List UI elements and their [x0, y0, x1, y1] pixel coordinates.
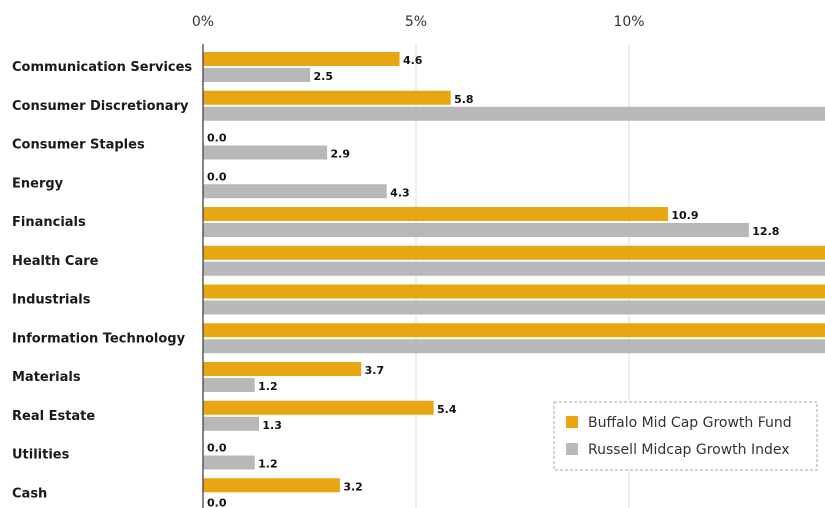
fund-bar: [203, 90, 451, 105]
legend-label: Buffalo Mid Cap Growth Fund: [588, 415, 792, 431]
legend-label: Russell Midcap Growth Index: [588, 442, 790, 458]
fund-value-label: 0.0: [207, 170, 227, 183]
fund-value-label: 10.9: [671, 209, 698, 222]
category-label: Cash: [12, 486, 47, 501]
fund-value-label: 0.0: [207, 132, 227, 145]
index-bar: [203, 455, 255, 470]
category-label: Real Estate: [12, 409, 95, 424]
index-value-label: 4.3: [390, 186, 410, 199]
legend: Buffalo Mid Cap Growth Fund Russell Midca…: [553, 401, 818, 471]
index-bar: [203, 145, 328, 160]
bars: 4.62.55.815.70.02.90.04.310.912.817.214.…: [203, 52, 825, 508]
fund-bar: [203, 52, 400, 66]
legend-swatch: [566, 443, 578, 455]
category-label: Utilities: [12, 448, 70, 463]
fund-value-label: 5.8: [454, 93, 474, 106]
fund-bar: [203, 207, 668, 221]
category-label: Industrials: [12, 293, 91, 308]
index-value-label: 12.8: [752, 225, 779, 238]
index-value-label: 2.5: [314, 70, 334, 83]
legend-box: [553, 401, 818, 471]
index-bar: [203, 339, 825, 354]
fund-bar: [203, 284, 825, 299]
x-tick-label: 10%: [613, 14, 644, 30]
index-bar: [203, 416, 259, 431]
index-value-label: 1.3: [262, 419, 282, 432]
index-bar: [203, 106, 825, 121]
legend-swatch: [566, 416, 578, 428]
x-tick-label: 5%: [405, 14, 427, 30]
category-labels: Communication Services Consumer Discretio…: [12, 60, 192, 501]
index-bar: [203, 68, 311, 82]
index-value-label: 2.9: [331, 148, 351, 161]
fund-bar: [203, 362, 362, 376]
category-label: Communication Services: [12, 60, 192, 75]
x-axis-ticks: 0%5%10%15%20%25%: [192, 14, 645, 30]
fund-bar: [203, 323, 825, 338]
category-label: Materials: [12, 370, 81, 385]
fund-bar: [203, 478, 340, 493]
index-bar: [203, 378, 255, 392]
fund-value-label: 3.7: [365, 364, 385, 377]
index-bar: [203, 261, 825, 276]
fund-value-label: 5.4: [437, 403, 457, 416]
fund-value-label: 0.0: [207, 442, 227, 455]
fund-value-label: 3.2: [343, 480, 363, 493]
index-bar: [203, 300, 825, 315]
x-tick-label: 0%: [192, 14, 214, 30]
category-label: Health Care: [12, 254, 99, 269]
category-label: Consumer Staples: [12, 138, 145, 153]
fund-bar: [203, 400, 434, 415]
index-bar: [203, 184, 387, 199]
category-label: Consumer Discretionary: [12, 99, 189, 114]
index-value-label: 1.2: [258, 380, 278, 393]
category-label: Information Technology: [12, 331, 186, 346]
category-label: Energy: [12, 176, 64, 191]
category-label: Financials: [12, 215, 86, 230]
index-value-label: 0.0: [207, 496, 227, 508]
index-value-label: 1.2: [258, 458, 278, 471]
fund-bar: [203, 245, 825, 260]
index-bar: [203, 223, 749, 237]
fund-value-label: 4.6: [403, 54, 423, 67]
